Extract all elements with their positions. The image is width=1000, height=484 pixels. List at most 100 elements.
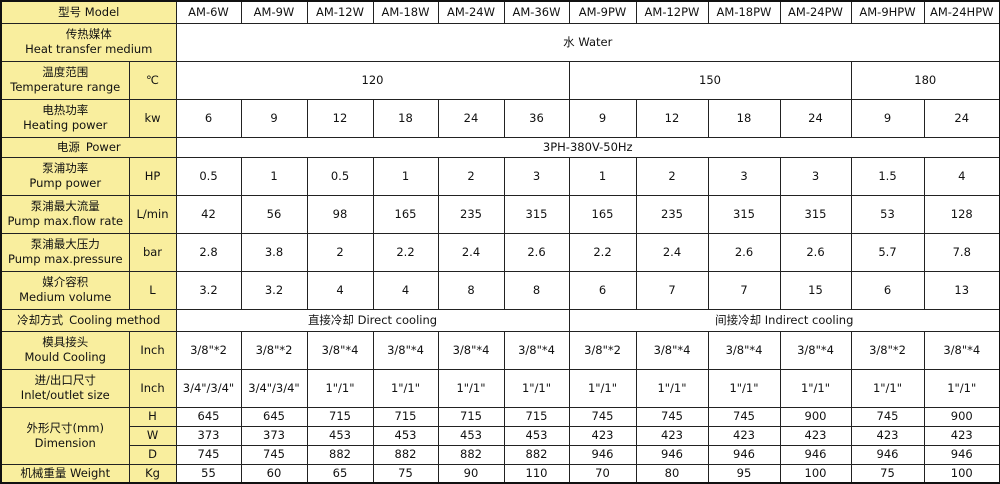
value-cell: 1"/1" bbox=[306, 368, 374, 408]
value-cell: 1"/1" bbox=[850, 368, 925, 408]
value-cell: 3/8"*4 bbox=[635, 330, 709, 370]
value-cell: 315 bbox=[707, 194, 781, 234]
row-label: 进/出口尺寸 Inlet/outlet size bbox=[0, 368, 130, 408]
row-label-cn: 泵浦功率 bbox=[42, 161, 89, 175]
value-cell: 1 bbox=[372, 156, 439, 196]
model-name: AM-6W bbox=[175, 0, 242, 24]
spec-row: 电热功率 Heating power kw 6 9 12 18 24 36 9 12 18 24 9 24 bbox=[0, 98, 1000, 138]
spec-row: 媒介容积 Medium volume L 3.2 3.2 4 4 8 8 6 7 7 15 6 13 bbox=[0, 270, 1000, 310]
value-cell: 946 bbox=[923, 444, 1000, 465]
row-label: 冷却方式 Cooling method bbox=[0, 308, 177, 332]
value-cell: 315 bbox=[779, 194, 852, 234]
row-label-cn: 媒介容积 bbox=[42, 275, 89, 289]
value-cell: 423 bbox=[568, 425, 637, 446]
row-label: 传热媒体 Heat transfer medium bbox=[0, 22, 177, 62]
header-row: 型号 Model AM-6W AM-9W AM-12W AM-18W AM-24W AM-3… bbox=[0, 0, 1000, 24]
row-label-en: Temperature range bbox=[10, 80, 121, 94]
value-cell: 180 bbox=[850, 60, 1000, 100]
value-cell: 2.6 bbox=[779, 232, 852, 272]
value-cell: 24 bbox=[437, 98, 505, 138]
value-cell: 453 bbox=[372, 425, 439, 446]
value-cell: 8 bbox=[437, 270, 505, 310]
value-cell: 18 bbox=[707, 98, 781, 138]
value-cell: 3 bbox=[707, 156, 781, 196]
value-cell: 423 bbox=[850, 425, 925, 446]
row-label-en: Power bbox=[85, 139, 121, 154]
spec-row: 模具接头 Mould Cooling Inch 3/8"*2 3/8"*2 3/8"*4 3… bbox=[0, 330, 1000, 370]
row-label-cn: 泵浦最大流量 bbox=[30, 199, 100, 213]
value-cell: 24 bbox=[923, 98, 1000, 138]
value-cell: 3/8"*4 bbox=[437, 330, 505, 370]
value-cell: 3.8 bbox=[240, 232, 308, 272]
value-cell: 水 Water bbox=[175, 22, 1000, 62]
row-label-cn: 泵浦最大压力 bbox=[30, 237, 100, 251]
spec-row: 进/出口尺寸 Inlet/outlet size Inch 3/4"/3/4" 3/4"… bbox=[0, 368, 1000, 408]
value-cell: 2.2 bbox=[372, 232, 439, 272]
unit-cell: bar bbox=[128, 232, 177, 272]
value-cell: 3/8"*4 bbox=[503, 330, 570, 370]
value-cell: 65 bbox=[306, 463, 374, 484]
dimension-label: 外形尺寸(mm) Dimension bbox=[0, 406, 130, 465]
value-cell: 453 bbox=[503, 425, 570, 446]
value-cell: 3.2 bbox=[175, 270, 242, 310]
value-cell: 3/8"*2 bbox=[850, 330, 925, 370]
value-cell: 715 bbox=[372, 406, 439, 427]
value-cell: 423 bbox=[779, 425, 852, 446]
value-cell: 6 bbox=[175, 98, 242, 138]
value-cell: 0.5 bbox=[306, 156, 374, 196]
value-cell: 1"/1" bbox=[635, 368, 709, 408]
row-label-en: Inlet/outlet size bbox=[20, 388, 110, 402]
value-cell: 2.6 bbox=[707, 232, 781, 272]
row-label-en: Pump max.pressure bbox=[7, 252, 123, 266]
value-cell: 56 bbox=[240, 194, 308, 234]
row-label-en: Medium volume bbox=[19, 290, 112, 304]
spec-row: 泵浦最大压力 Pump max.pressure bar 2.8 3.8 2 2.2 2.4 2… bbox=[0, 232, 1000, 272]
row-label-en: Heating power bbox=[23, 118, 108, 132]
row-label-en: Dimension bbox=[34, 435, 96, 450]
value-cell: 95 bbox=[707, 463, 781, 484]
value-cell: 2 bbox=[306, 232, 374, 272]
value-cell: 9 bbox=[568, 98, 637, 138]
value-cell: 3.2 bbox=[240, 270, 308, 310]
model-name: AM-24W bbox=[437, 0, 505, 24]
value-cell: 4 bbox=[306, 270, 374, 310]
value-cell: 3/4"/3/4" bbox=[240, 368, 308, 408]
value-cell: 453 bbox=[437, 425, 505, 446]
unit-cell: HP bbox=[128, 156, 177, 196]
value-cell: 2.8 bbox=[175, 232, 242, 272]
value-cell: 2.4 bbox=[635, 232, 709, 272]
value-cell: 745 bbox=[240, 444, 308, 465]
value-cell: 110 bbox=[503, 463, 570, 484]
value-cell: 3/4"/3/4" bbox=[175, 368, 242, 408]
value-cell: 715 bbox=[503, 406, 570, 427]
value-cell: 2 bbox=[437, 156, 505, 196]
value-cell: 24 bbox=[779, 98, 852, 138]
value-cell: 946 bbox=[568, 444, 637, 465]
model-name: AM-24HPW bbox=[923, 0, 1000, 24]
value-cell: 715 bbox=[437, 406, 505, 427]
spec-row: 温度范围 Temperature range ℃ 120 150 180 bbox=[0, 60, 1000, 100]
unit-cell: Kg bbox=[128, 463, 177, 484]
row-label: 泵浦功率 Pump power bbox=[0, 156, 130, 196]
value-cell: 745 bbox=[635, 406, 709, 427]
value-cell: 3/8"*2 bbox=[240, 330, 308, 370]
row-label-cn: 传热媒体 bbox=[65, 27, 112, 41]
value-cell: 13 bbox=[923, 270, 1000, 310]
value-cell: 946 bbox=[850, 444, 925, 465]
value-cell: 3/8"*4 bbox=[306, 330, 374, 370]
spec-row: 泵浦最大流量 Pump max.flow rate L/min 42 56 98 165 23… bbox=[0, 194, 1000, 234]
row-label-en: Pump power bbox=[29, 176, 102, 190]
value-cell: 745 bbox=[850, 406, 925, 427]
unit-cell: H bbox=[128, 406, 177, 427]
value-cell: 1.5 bbox=[850, 156, 925, 196]
dimension-row: 外形尺寸(mm) Dimension H 645 645 715 715 715 715 745 7… bbox=[0, 406, 1000, 465]
unit-cell: W bbox=[128, 425, 177, 446]
value-cell: 882 bbox=[372, 444, 439, 465]
row-label-en: Pump max.flow rate bbox=[7, 214, 124, 228]
value-cell: 36 bbox=[503, 98, 570, 138]
row-label-cn: 模具接头 bbox=[42, 335, 89, 349]
weight-label: 机械重量 Weight bbox=[0, 463, 130, 484]
value-cell: 4 bbox=[372, 270, 439, 310]
value-cell: 423 bbox=[923, 425, 1000, 446]
value-cell: 882 bbox=[437, 444, 505, 465]
